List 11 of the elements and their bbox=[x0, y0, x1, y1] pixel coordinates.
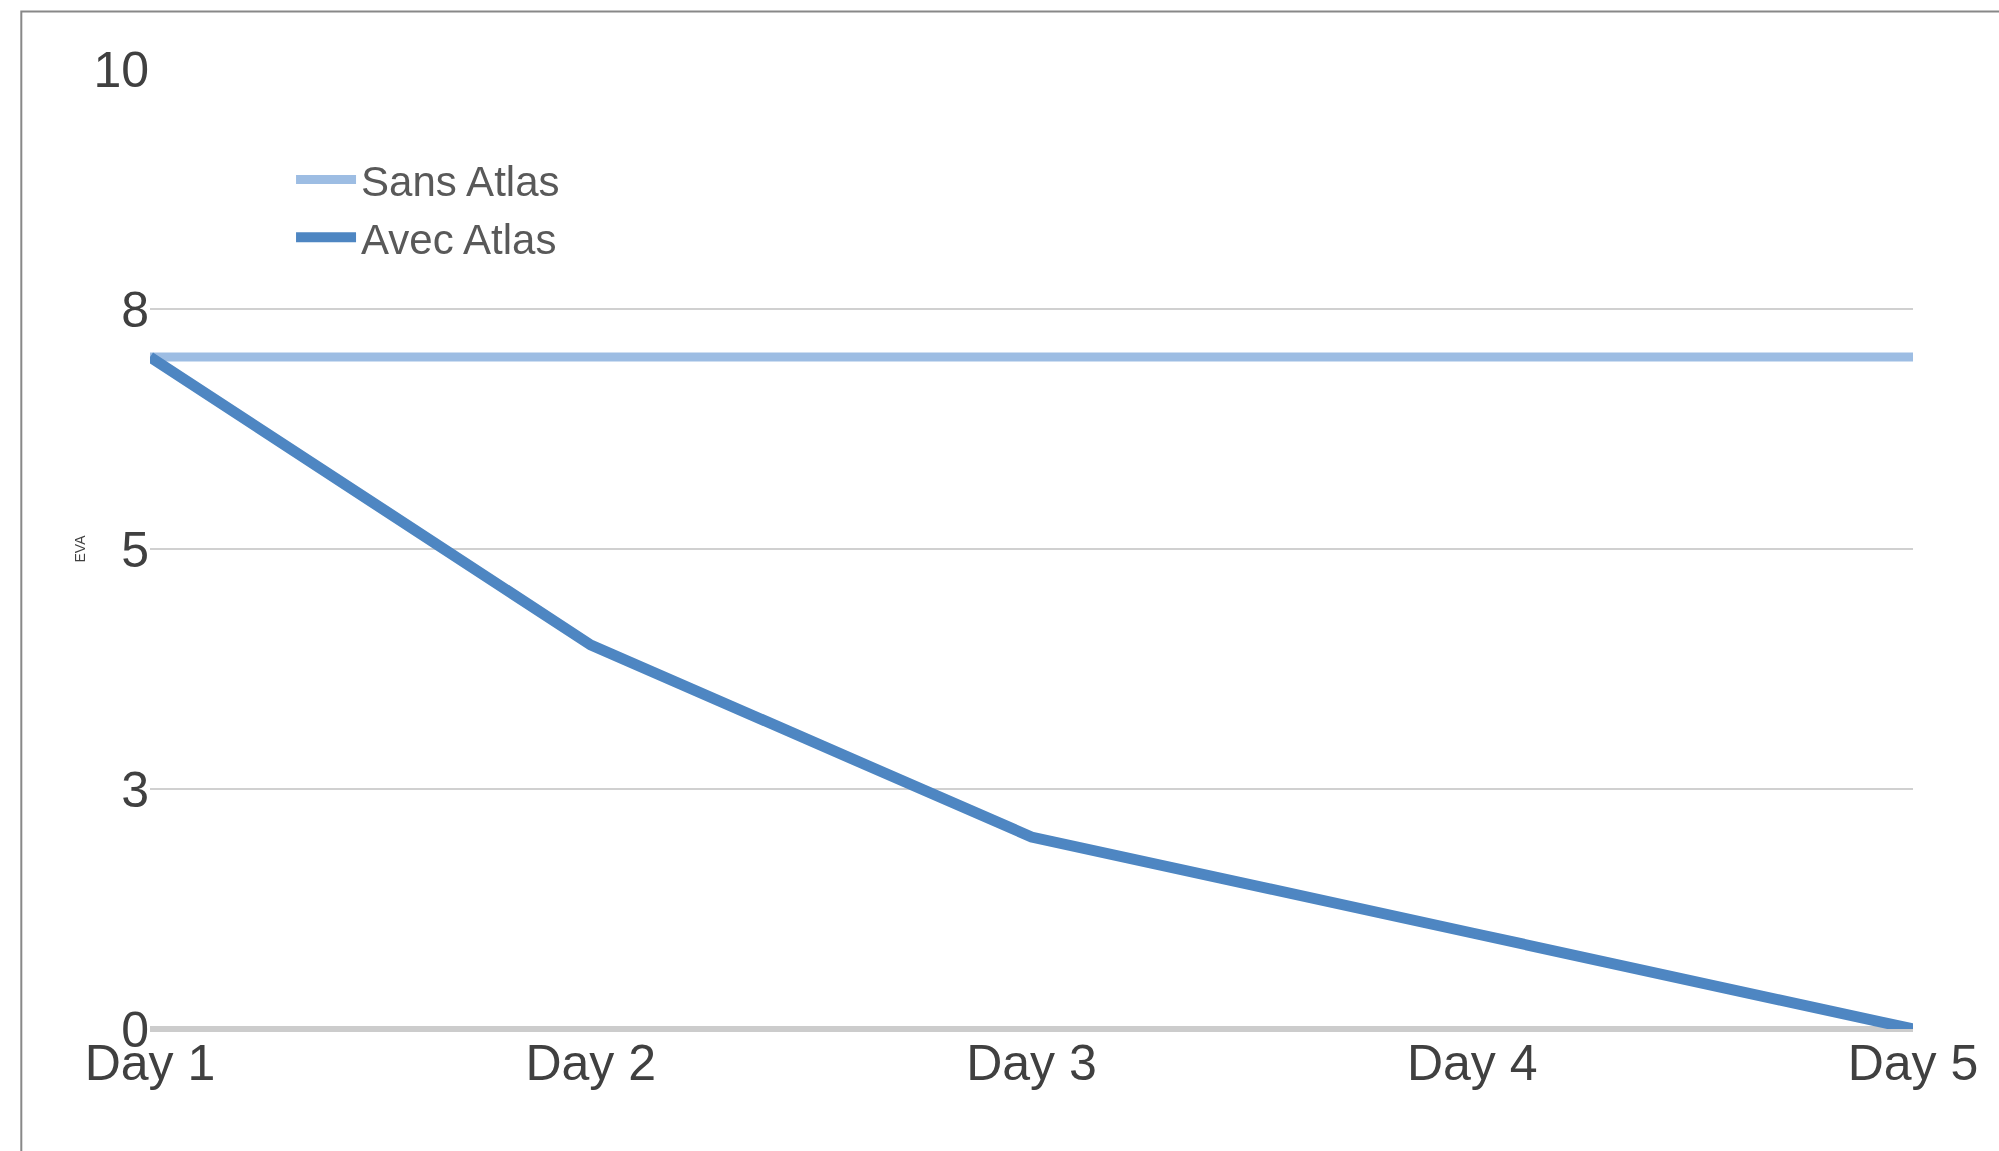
y-tick-label: 3 bbox=[121, 761, 149, 818]
x-tick-label: Day 4 bbox=[1406, 1035, 1538, 1091]
legend-label: Avec Atlas bbox=[361, 215, 557, 263]
y-tick-label: 10 bbox=[93, 41, 149, 98]
x-tick-label: Day 2 bbox=[525, 1035, 657, 1091]
y-tick-label: 8 bbox=[121, 281, 149, 338]
y-axis-title: EVA bbox=[71, 534, 88, 563]
x-tick-label: Day 3 bbox=[966, 1035, 1097, 1091]
y-tick-label: 5 bbox=[121, 521, 149, 578]
x-tick-label: Day 5 bbox=[1847, 1035, 1979, 1091]
legend-label: Sans Atlas bbox=[361, 157, 560, 205]
